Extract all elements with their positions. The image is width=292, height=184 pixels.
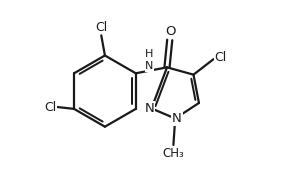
Text: N: N xyxy=(145,102,154,115)
Text: Cl: Cl xyxy=(215,51,227,64)
Text: O: O xyxy=(165,25,176,38)
Text: Cl: Cl xyxy=(44,101,56,114)
Text: CH₃: CH₃ xyxy=(163,147,184,160)
Text: H
N: H N xyxy=(145,49,154,71)
Text: Cl: Cl xyxy=(95,21,107,34)
Text: N: N xyxy=(172,112,182,125)
